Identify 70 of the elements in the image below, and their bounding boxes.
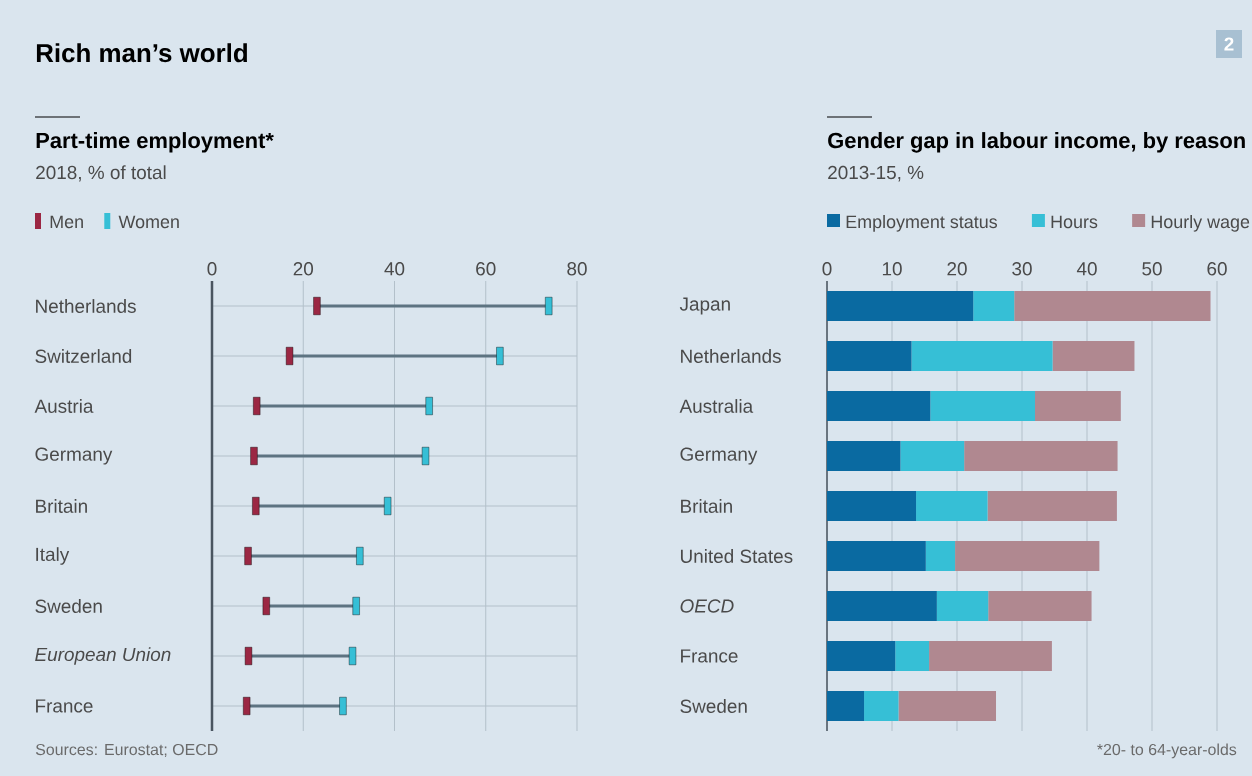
y-tick-label: Japan — [679, 297, 730, 315]
bar — [1052, 341, 1135, 372]
bar — [964, 441, 1118, 472]
text: Rich man’s world — [36, 43, 247, 63]
bar — [900, 441, 965, 472]
legend-label: Employment status — [846, 214, 998, 232]
bar — [955, 541, 1100, 572]
chart-title: Gender gap in labour income, by reason — [828, 132, 1245, 153]
x-tick-label: 60 — [476, 262, 496, 276]
chart-subtitle: 2018, % of total — [36, 165, 166, 182]
chart-title: Part-time employment* — [36, 132, 274, 153]
bar — [1035, 391, 1121, 422]
bar — [988, 591, 1092, 622]
x-tick-label: 20 — [293, 262, 314, 276]
legend-label: Hourly wage — [1151, 214, 1250, 232]
bar — [827, 641, 896, 672]
bar — [929, 641, 1052, 672]
x-tick-label: 80 — [567, 262, 587, 276]
x-tick-label: 40 — [1076, 262, 1097, 276]
x-tick-label: 0 — [822, 262, 832, 276]
y-tick-label: European Union — [35, 647, 171, 665]
bar — [936, 591, 989, 622]
x-tick-label: 20 — [947, 262, 967, 276]
bar — [925, 541, 956, 572]
y-tick-label: Sweden — [680, 699, 747, 713]
source-note: Sources: Eurostat; OECD — [35, 743, 218, 758]
bar — [1014, 291, 1211, 322]
bar — [827, 541, 926, 572]
x-tick-label: 10 — [882, 262, 902, 276]
bar — [827, 291, 974, 322]
legend-label: Women — [118, 215, 179, 229]
y-tick-label: France — [36, 699, 93, 713]
bar — [916, 491, 988, 522]
x-tick-label: 50 — [1142, 262, 1162, 276]
bar — [930, 391, 1036, 422]
y-tick-label: Australia — [679, 399, 754, 413]
y-tick-label: Austria — [34, 399, 94, 413]
y-tick-label: Sweden — [35, 599, 102, 613]
x-tick-label: 40 — [384, 262, 405, 276]
bar — [827, 441, 901, 472]
bar — [827, 691, 865, 721]
y-tick-label: Switzerland — [35, 349, 132, 363]
x-tick-label: 30 — [1012, 262, 1032, 276]
y-tick-label: Netherlands — [681, 349, 781, 363]
bar — [864, 691, 899, 721]
x-tick-label: 60 — [1207, 262, 1227, 276]
bar — [898, 691, 997, 721]
bar — [827, 391, 931, 422]
legend-label: Men — [50, 215, 83, 229]
y-tick-label: Britain — [36, 499, 87, 513]
legend-label: Hours — [1051, 215, 1098, 229]
y-tick-label: Britain — [681, 499, 732, 513]
bar — [911, 341, 1053, 372]
x-tick-label: 0 — [207, 262, 217, 276]
y-tick-label: Italy — [36, 547, 70, 565]
y-tick-label: France — [681, 649, 738, 663]
y-tick-label: OECD — [680, 599, 734, 613]
chart-subtitle: 2013-15, % — [828, 165, 924, 182]
y-tick-label: Netherlands — [36, 299, 136, 313]
text: *20- to 64-year-olds — [1097, 743, 1237, 759]
y-tick-label: United States — [680, 549, 793, 563]
bar — [827, 591, 937, 622]
y-tick-label: Germany — [680, 447, 758, 465]
bar — [827, 341, 912, 372]
bar — [895, 641, 930, 672]
text: 2 — [1224, 37, 1234, 51]
y-tick-label: Germany — [35, 447, 113, 465]
bar — [987, 491, 1117, 522]
bar — [827, 491, 917, 522]
bar — [973, 291, 1015, 322]
